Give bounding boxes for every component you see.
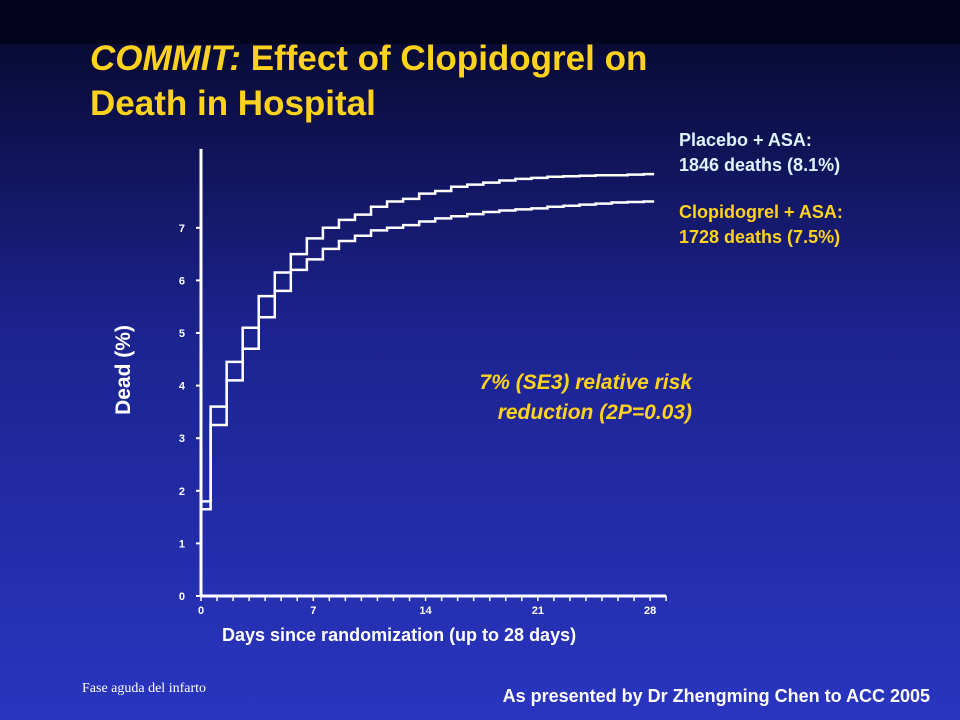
placebo-curve bbox=[201, 172, 655, 503]
title-italic: COMMIT: bbox=[90, 39, 241, 78]
title-line2: Death in Hospital bbox=[90, 84, 376, 123]
slide-title: COMMIT: Effect of Clopidogrel on Death i… bbox=[90, 36, 647, 126]
y-tick-label: 4 bbox=[179, 381, 186, 393]
x-tick-label: 28 bbox=[644, 605, 656, 617]
y-tick-label: 1 bbox=[179, 538, 185, 550]
x-tick-label: 7 bbox=[310, 605, 316, 617]
legend-clopidogrel-label: Clopidogrel + ASA: bbox=[679, 202, 843, 222]
y-tick-label: 0 bbox=[179, 591, 185, 603]
legend-clopidogrel-deaths: 1728 deaths (7.5%) bbox=[679, 227, 841, 247]
y-tick-label: 2 bbox=[179, 486, 185, 498]
title-rest: Effect of Clopidogrel on bbox=[240, 39, 648, 78]
footer-source: As presented by Dr Zhengming Chen to ACC… bbox=[502, 686, 930, 706]
y-tick-label: 5 bbox=[179, 328, 185, 340]
clopidogrel-curve bbox=[201, 200, 655, 511]
title-band bbox=[0, 0, 960, 44]
x-tick-label: 21 bbox=[532, 605, 544, 617]
y-tick-label: 3 bbox=[179, 433, 185, 445]
footer-left-note: Fase aguda del infarto bbox=[82, 681, 207, 696]
annotation-line1: 7% (SE3) relative risk bbox=[479, 371, 692, 394]
annotation-line2: reduction (2P=0.03) bbox=[497, 401, 692, 424]
legend-clopidogrel: Clopidogrel + ASA: 1728 deaths (7.5%) bbox=[679, 200, 843, 250]
x-tick-label: 14 bbox=[419, 605, 432, 617]
legend-placebo-label: Placebo + ASA: bbox=[679, 130, 812, 150]
risk-reduction-annotation: 7% (SE3) relative risk reduction (2P=0.0… bbox=[380, 368, 692, 428]
y-tick-label: 7 bbox=[179, 223, 185, 235]
y-tick-label: 6 bbox=[179, 275, 185, 287]
legend-placebo: Placebo + ASA: 1846 deaths (8.1%) bbox=[679, 128, 840, 178]
x-axis-label: Days since randomization (up to 28 days) bbox=[222, 625, 577, 645]
legend-placebo-deaths: 1846 deaths (8.1%) bbox=[679, 155, 841, 175]
x-tick-label: 0 bbox=[198, 605, 204, 617]
